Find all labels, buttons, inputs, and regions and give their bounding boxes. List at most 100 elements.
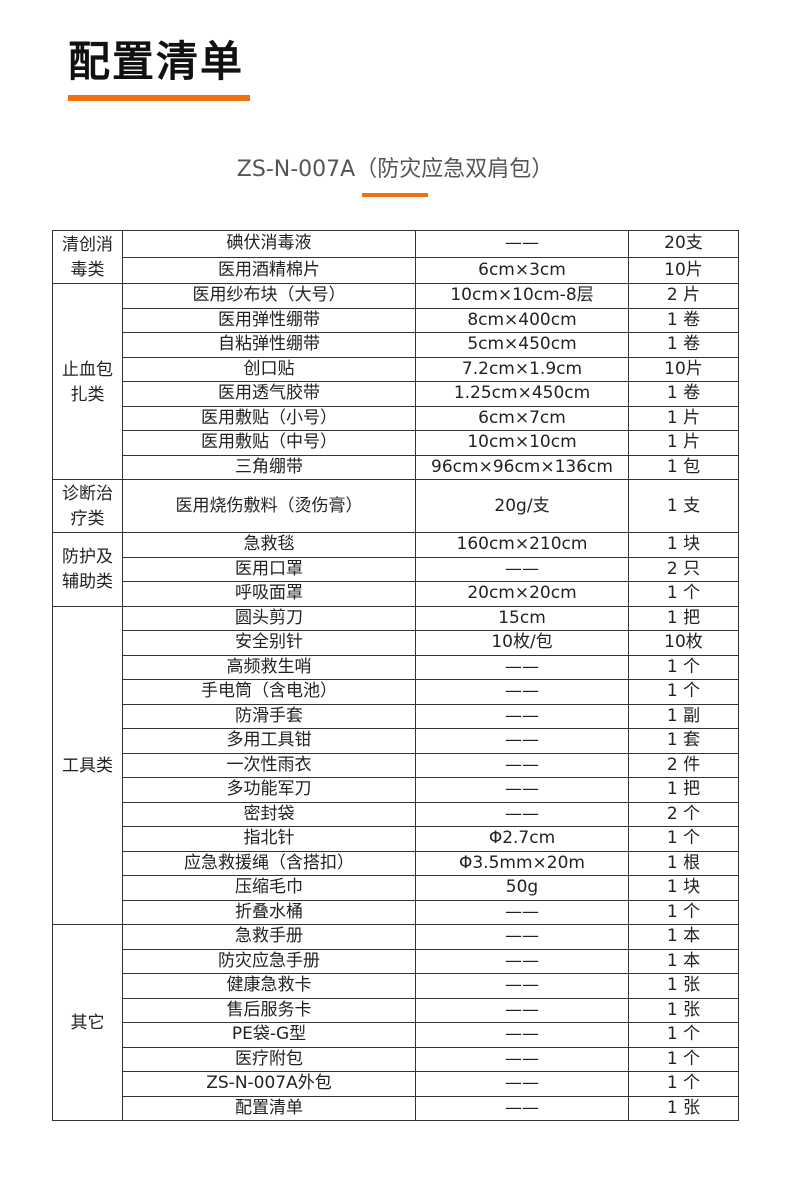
- spec-cell: Φ2.7cm: [415, 826, 629, 852]
- table-row: 医用口罩 —— 2 只: [53, 556, 739, 582]
- name-cell: 防灾应急手册: [122, 948, 416, 974]
- table-row: 医用敷贴（中号） 10cm×10cm 1 片: [53, 430, 739, 456]
- name-cell: 安全别针: [122, 630, 416, 656]
- qty-cell: 2 片: [628, 283, 739, 309]
- spec-cell: 10cm×10cm: [415, 430, 629, 456]
- spec-cell: 96cm×96cm×136cm: [415, 454, 629, 480]
- name-cell: 急救手册: [122, 924, 416, 950]
- table-row: 高频救生哨 —— 1 个: [53, 654, 739, 680]
- table-row: 医用透气胶带 1.25cm×450cm 1 卷: [53, 381, 739, 407]
- table-row: 自粘弹性绷带 5cm×450cm 1 卷: [53, 332, 739, 358]
- name-cell: 手电筒（含电池）: [122, 679, 416, 705]
- name-cell: 密封袋: [122, 801, 416, 827]
- qty-cell: 1 根: [628, 850, 739, 876]
- name-cell: 高频救生哨: [122, 654, 416, 680]
- name-cell: 急救毯: [122, 532, 416, 558]
- category-cell: 清创消 毒类: [52, 230, 123, 284]
- name-cell: 多用工具钳: [122, 728, 416, 754]
- qty-cell: 2 件: [628, 752, 739, 778]
- name-cell: 医用透气胶带: [122, 381, 416, 407]
- spec-cell: 20cm×20cm: [415, 581, 629, 607]
- table-row: 防灾应急手册 —— 1 本: [53, 948, 739, 974]
- qty-cell: 1 本: [628, 924, 739, 950]
- spec-cell: 8cm×400cm: [415, 307, 629, 333]
- table-row: 工具类 圆头剪刀 15cm 1 把: [52, 605, 739, 925]
- spec-cell: 50g: [415, 875, 629, 901]
- spec-cell: 5cm×450cm: [415, 332, 629, 358]
- qty-cell: 1 支: [628, 479, 739, 533]
- table-row: 医用酒精棉片 6cm×3cm 10片: [53, 256, 739, 284]
- category-cell: 工具类: [52, 605, 123, 925]
- spec-cell: ——: [415, 752, 629, 778]
- table-row: 医用敷贴（小号） 6cm×7cm 1 片: [53, 405, 739, 431]
- product-subtitle: ZS-N-007A（防灾应急双肩包）: [236, 157, 554, 182]
- name-cell: 医用烧伤敷料（烫伤膏）: [122, 479, 416, 533]
- table-row: PE袋-G型 —— 1 个: [53, 1022, 739, 1048]
- qty-cell: 1 个: [628, 1071, 739, 1097]
- name-cell: 售后服务卡: [122, 997, 416, 1023]
- spec-cell: ——: [415, 703, 629, 729]
- name-cell: 压缩毛巾: [122, 875, 416, 901]
- name-cell: 应急救援绳（含搭扣）: [122, 850, 416, 876]
- spec-cell: ——: [415, 679, 629, 705]
- qty-cell: 1 个: [628, 1046, 739, 1072]
- spec-cell: ——: [415, 1071, 629, 1097]
- spec-cell: 160cm×210cm: [415, 532, 629, 558]
- qty-cell: 1 个: [628, 899, 739, 925]
- spec-cell: 6cm×7cm: [415, 405, 629, 431]
- name-cell: 健康急救卡: [122, 973, 416, 999]
- qty-cell: 1 个: [628, 581, 739, 607]
- name-cell: 一次性雨衣: [122, 752, 416, 778]
- spec-cell: Φ3.5mm×20m: [415, 850, 629, 876]
- table-row: 指北针 Φ2.7cm 1 个: [53, 826, 739, 852]
- qty-cell: 1 卷: [628, 381, 739, 407]
- spec-cell: ——: [415, 230, 629, 258]
- name-cell: 圆头剪刀: [122, 605, 416, 631]
- name-cell: 折叠水桶: [122, 899, 416, 925]
- qty-cell: 1 把: [628, 605, 739, 631]
- name-cell: 医用弹性绷带: [122, 307, 416, 333]
- name-cell: 医用口罩: [122, 556, 416, 582]
- category-cell: 诊断治 疗类: [52, 479, 123, 533]
- qty-cell: 1 张: [628, 997, 739, 1023]
- qty-cell: 2 个: [628, 801, 739, 827]
- table-row: 止血包 扎类 医用纱布块（大号） 10cm×10cm-8层 2 片: [52, 283, 739, 480]
- table-row: 多用工具钳 —— 1 套: [53, 728, 739, 754]
- spec-cell: 7.2cm×1.9cm: [415, 356, 629, 382]
- spec-cell: ——: [415, 924, 629, 950]
- subtitle-underline: [362, 193, 428, 197]
- qty-cell: 1 块: [628, 532, 739, 558]
- spec-cell: ——: [415, 1095, 629, 1121]
- table-row: 折叠水桶 —— 1 个: [53, 899, 739, 925]
- name-cell: 医用敷贴（小号）: [122, 405, 416, 431]
- table-row: 创口贴 7.2cm×1.9cm 10片: [53, 356, 739, 382]
- table-row: 三角绷带 96cm×96cm×136cm 1 包: [53, 454, 739, 480]
- qty-cell: 1 个: [628, 1022, 739, 1048]
- qty-cell: 1 张: [628, 973, 739, 999]
- name-cell: 医用敷贴（中号）: [122, 430, 416, 456]
- table-row: 售后服务卡 —— 1 张: [53, 997, 739, 1023]
- qty-cell: 1 包: [628, 454, 739, 480]
- spec-cell: ——: [415, 777, 629, 803]
- spec-cell: ——: [415, 556, 629, 582]
- name-cell: ZS-N-007A外包: [122, 1071, 416, 1097]
- table-row: 清创消 毒类 碘伏消毒液 —— 20支: [52, 230, 739, 284]
- table-row: ZS-N-007A外包 —— 1 个: [53, 1071, 739, 1097]
- qty-cell: 2 只: [628, 556, 739, 582]
- name-cell: 防滑手套: [122, 703, 416, 729]
- table-row: 应急救援绳（含搭扣） Φ3.5mm×20m 1 根: [53, 850, 739, 876]
- name-cell: 创口贴: [122, 356, 416, 382]
- qty-cell: 10片: [628, 356, 739, 382]
- qty-cell: 1 本: [628, 948, 739, 974]
- table-row: 健康急救卡 —— 1 张: [53, 973, 739, 999]
- qty-cell: 1 片: [628, 405, 739, 431]
- qty-cell: 10片: [628, 256, 739, 284]
- spec-cell: ——: [415, 1022, 629, 1048]
- table-row: 配置清单 —— 1 张: [53, 1095, 739, 1121]
- qty-cell: 1 块: [628, 875, 739, 901]
- spec-cell: 10cm×10cm-8层: [415, 283, 629, 309]
- spec-cell: ——: [415, 973, 629, 999]
- table-row: 手电筒（含电池） —— 1 个: [53, 679, 739, 705]
- table-row: 诊断治 疗类 医用烧伤敷料（烫伤膏） 20g/支 1 支: [52, 479, 739, 533]
- configuration-table: 清创消 毒类 碘伏消毒液 —— 20支 医用酒精棉片 6cm×3cm 10片 止血包 扎类 医用纱布…: [52, 230, 739, 1121]
